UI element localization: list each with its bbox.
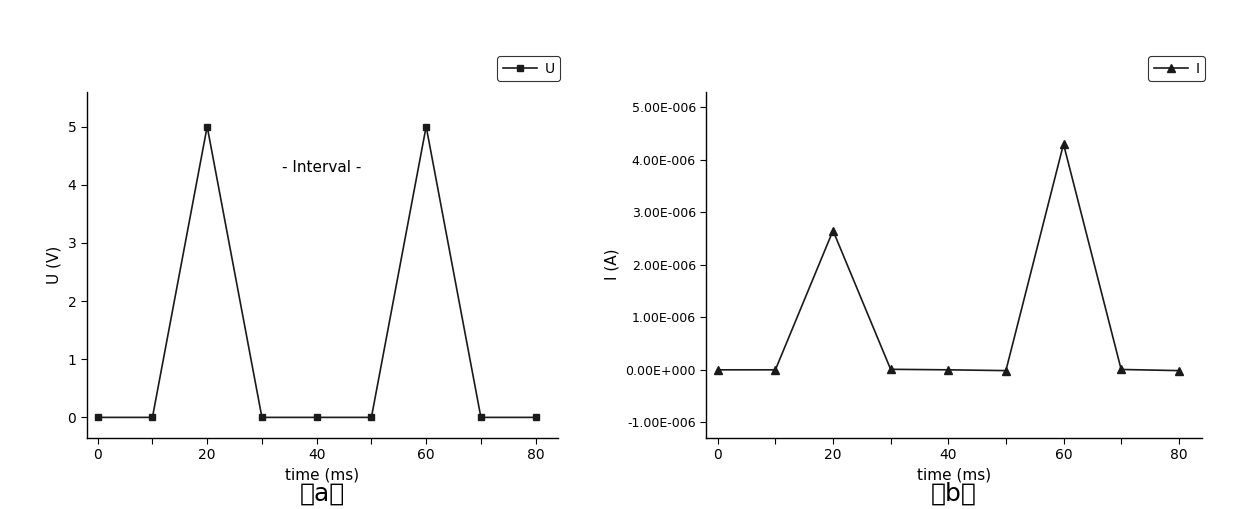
U [199, 124, 214, 130]
Line: I: I [714, 140, 1183, 375]
Text: （b）: （b） [930, 482, 978, 506]
Text: （a）: （a） [300, 482, 344, 506]
Text: - Interval -: - Interval - [282, 160, 362, 175]
U [90, 414, 105, 420]
X-axis label: time (ms): time (ms) [285, 468, 359, 483]
Line: U: U [94, 123, 539, 421]
I [883, 366, 898, 373]
Y-axis label: U (V): U (V) [47, 245, 62, 284]
I [999, 367, 1014, 374]
I [768, 367, 783, 373]
U [310, 414, 325, 420]
U [364, 414, 379, 420]
U [473, 414, 488, 420]
U [145, 414, 160, 420]
I [825, 228, 840, 234]
I [1171, 367, 1186, 374]
I [710, 367, 725, 373]
I [1056, 141, 1070, 147]
Legend: U: U [497, 56, 560, 81]
U [419, 124, 434, 130]
U [528, 414, 543, 420]
U [254, 414, 269, 420]
I [1114, 366, 1129, 373]
Legend: I: I [1149, 56, 1204, 81]
X-axis label: time (ms): time (ms) [917, 468, 991, 483]
I [940, 367, 955, 373]
Y-axis label: I (A): I (A) [605, 249, 620, 280]
